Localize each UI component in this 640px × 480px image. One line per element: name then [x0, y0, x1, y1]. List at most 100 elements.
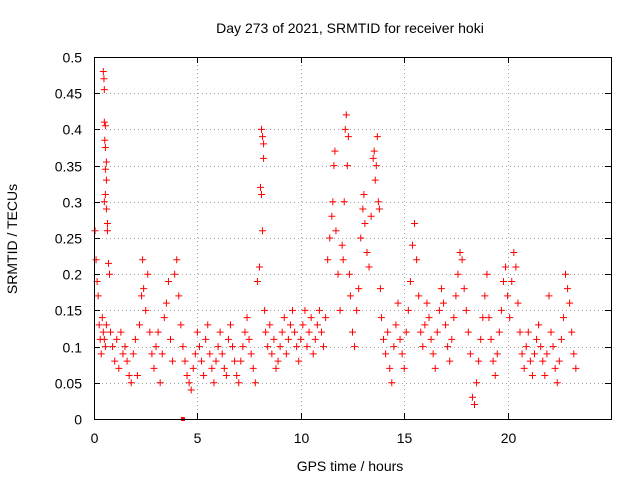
data-point [313, 321, 321, 329]
y-tick-label: 0.3 [63, 195, 83, 211]
data-point [231, 357, 239, 365]
data-point [99, 328, 107, 336]
data-point [345, 270, 353, 278]
data-point [179, 343, 187, 351]
data-point [183, 372, 191, 380]
data-point [442, 321, 450, 329]
data-point [454, 270, 462, 278]
data-point [375, 205, 383, 213]
data-point [247, 350, 255, 358]
data-point [377, 314, 385, 322]
data-point [311, 335, 319, 343]
data-point [107, 328, 115, 336]
data-point [189, 364, 197, 372]
data-point [367, 212, 375, 220]
data-point [334, 270, 342, 278]
data-point [102, 158, 110, 166]
data-point [135, 321, 143, 329]
data-point [101, 122, 109, 130]
data-point [256, 183, 264, 191]
data-point [97, 350, 105, 358]
data-point [406, 277, 414, 285]
data-point [320, 343, 328, 351]
data-point [100, 86, 108, 94]
data-point [92, 256, 100, 264]
x-tick-label: 20 [501, 430, 517, 446]
data-point [522, 343, 530, 351]
data-point [400, 364, 408, 372]
data-point [344, 133, 352, 141]
data-point [173, 256, 181, 264]
data-point [549, 343, 557, 351]
data-point [94, 292, 102, 300]
data-point [103, 220, 111, 228]
data-point [343, 162, 351, 170]
data-point [142, 306, 150, 314]
data-point [158, 350, 166, 358]
data-point [497, 306, 505, 314]
data-point [384, 328, 392, 336]
data-point [301, 306, 309, 314]
data-point [299, 321, 307, 329]
data-point [106, 270, 114, 278]
data-point [557, 335, 565, 343]
data-point [204, 321, 212, 329]
data-point [332, 227, 340, 235]
data-point [259, 227, 267, 235]
data-point [512, 263, 520, 271]
data-point [167, 335, 175, 343]
data-point [297, 335, 305, 343]
data-point [392, 321, 400, 329]
data-point [460, 285, 468, 293]
data-point [280, 314, 288, 322]
data-point [307, 314, 315, 322]
data-point [315, 306, 323, 314]
data-point [382, 350, 390, 358]
data-point [518, 350, 526, 358]
data-point [429, 350, 437, 358]
data-point [402, 328, 410, 336]
data-point [361, 220, 369, 228]
data-point [119, 350, 127, 358]
data-point [349, 328, 356, 336]
data-point [91, 227, 99, 235]
data-point [198, 357, 206, 365]
data-point [278, 328, 286, 336]
data-point [282, 350, 290, 358]
data-point [543, 350, 551, 358]
data-point [146, 328, 154, 336]
data-point [102, 205, 110, 213]
data-point [570, 350, 578, 358]
data-point [226, 321, 234, 329]
data-point [439, 299, 447, 307]
data-point [171, 270, 179, 278]
data-point [514, 299, 522, 307]
data-point [499, 277, 507, 285]
data-point [346, 292, 354, 300]
y-tick-label: 0.5 [63, 50, 83, 66]
data-point [551, 364, 559, 372]
data-point [533, 335, 541, 343]
data-point [101, 343, 109, 351]
data-point [568, 328, 576, 336]
data-point [380, 335, 388, 343]
data-point [326, 234, 334, 242]
data-point [415, 292, 423, 300]
data-point [435, 306, 443, 314]
data-point [413, 256, 421, 264]
data-point [102, 176, 110, 184]
data-point [388, 379, 396, 387]
data-point [154, 328, 162, 336]
data-point [156, 379, 164, 387]
y-tick-label: 0.1 [63, 340, 83, 356]
data-point [491, 372, 499, 380]
data-point [386, 364, 394, 372]
data-point [102, 321, 110, 329]
data-point [255, 263, 263, 271]
data-point [338, 241, 346, 249]
data-point [266, 321, 274, 329]
data-point [139, 256, 147, 264]
data-point [286, 321, 294, 329]
data-point [477, 335, 485, 343]
data-point [103, 227, 111, 235]
